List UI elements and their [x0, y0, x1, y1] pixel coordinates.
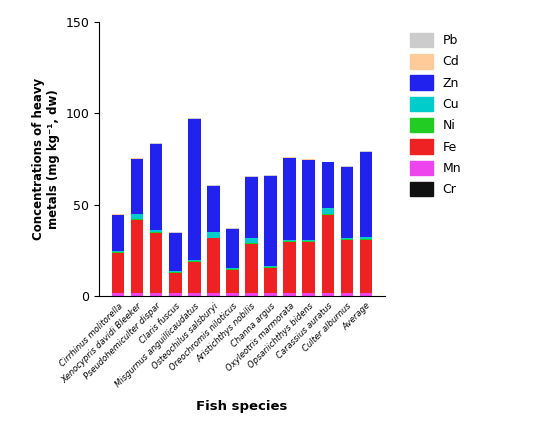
Bar: [322, 214, 334, 215]
Bar: [265, 175, 277, 176]
Bar: [283, 240, 296, 241]
Bar: [131, 220, 144, 293]
Bar: [207, 185, 219, 186]
Bar: [245, 243, 258, 244]
Bar: [340, 167, 353, 238]
Legend: Pb, Cd, Zn, Cu, Ni, Fe, Mn, Cr: Pb, Cd, Zn, Cu, Ni, Fe, Mn, Cr: [403, 25, 469, 204]
Bar: [283, 158, 296, 240]
Bar: [150, 232, 162, 233]
Bar: [169, 271, 182, 272]
Bar: [360, 240, 372, 293]
Bar: [112, 215, 124, 251]
Bar: [302, 160, 315, 240]
Bar: [322, 163, 334, 208]
Bar: [360, 152, 372, 237]
Bar: [169, 272, 182, 273]
Bar: [360, 151, 372, 152]
Bar: [322, 208, 334, 214]
Bar: [283, 293, 296, 296]
Bar: [207, 238, 219, 293]
Bar: [226, 293, 239, 296]
Bar: [131, 293, 144, 296]
Bar: [226, 228, 239, 229]
Bar: [265, 266, 277, 267]
Bar: [188, 260, 201, 261]
Bar: [360, 237, 372, 239]
Bar: [188, 293, 201, 296]
Bar: [302, 293, 315, 296]
Bar: [150, 143, 162, 144]
Y-axis label: Concentrations of heavy
metals (mg kg⁻¹, dw): Concentrations of heavy metals (mg kg⁻¹,…: [32, 78, 60, 240]
Bar: [340, 240, 353, 293]
Bar: [188, 119, 201, 260]
Bar: [265, 176, 277, 266]
Bar: [112, 253, 124, 293]
Bar: [283, 242, 296, 293]
Bar: [340, 239, 353, 240]
Bar: [207, 293, 219, 296]
Bar: [245, 238, 258, 243]
Bar: [226, 268, 239, 269]
Bar: [131, 219, 144, 220]
Bar: [245, 244, 258, 293]
Bar: [112, 252, 124, 253]
Bar: [340, 293, 353, 296]
Bar: [265, 268, 277, 293]
Bar: [131, 159, 144, 214]
Bar: [322, 161, 334, 162]
Bar: [169, 233, 182, 271]
Bar: [245, 293, 258, 296]
Bar: [226, 229, 239, 268]
Bar: [340, 238, 353, 239]
Bar: [169, 273, 182, 293]
Bar: [169, 293, 182, 296]
Bar: [322, 293, 334, 296]
Bar: [322, 215, 334, 293]
Bar: [302, 242, 315, 293]
Bar: [207, 186, 219, 232]
Bar: [150, 230, 162, 232]
Bar: [112, 293, 124, 296]
X-axis label: Fish species: Fish species: [196, 400, 288, 413]
Bar: [283, 241, 296, 242]
Bar: [112, 251, 124, 252]
Bar: [150, 144, 162, 230]
Bar: [207, 232, 219, 238]
Bar: [226, 269, 239, 293]
Bar: [265, 267, 277, 268]
Bar: [150, 233, 162, 293]
Bar: [265, 293, 277, 296]
Bar: [360, 239, 372, 240]
Bar: [245, 177, 258, 238]
Bar: [302, 241, 315, 242]
Bar: [302, 240, 315, 241]
Bar: [360, 293, 372, 296]
Bar: [340, 166, 353, 167]
Bar: [188, 262, 201, 293]
Bar: [188, 261, 201, 262]
Bar: [131, 214, 144, 219]
Bar: [150, 293, 162, 296]
Bar: [245, 176, 258, 177]
